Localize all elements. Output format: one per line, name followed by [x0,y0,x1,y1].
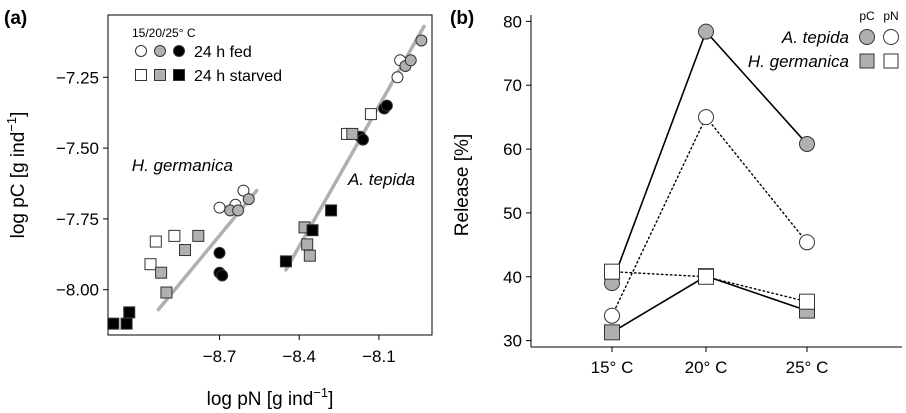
panel-a-x-ticks: −8.7 −8.4 −8.1 [203,335,396,366]
fed-20c-point [232,204,245,217]
panel-b-series-lines [611,30,808,334]
panel-b: (b) 30 40 50 60 70 80 15° C 20° C 25° C pC pN A… [450,8,902,377]
starved-25c-point [306,224,319,237]
legend-h-germanica-pc-marker [859,53,875,69]
fed-25c-point [356,133,369,146]
panel-a-annotations: H. germanica A. tepida [132,156,415,189]
legend-fed-marker [173,45,185,57]
panel-a-y-tick-label: −7.50 [56,139,99,158]
panel-a-x-tick-label: −8.1 [362,347,396,366]
legend-a-tepida-pn-marker [883,29,899,45]
starved-25c-point [107,317,120,330]
panel-b-y-tick-label: 80 [503,12,522,31]
species-annotation: H. germanica [132,156,233,175]
starved-20c-point [303,249,316,262]
fed-15c-point [213,201,226,214]
fed-15c-point [237,184,250,197]
panel-b-label: (b) [450,8,474,29]
panel-b-y-ticks: 30 40 50 60 70 80 [503,12,531,351]
panel-b-y-tick-label: 40 [503,268,522,287]
starved-25c-point [325,204,338,217]
panel-b-points [604,23,815,341]
starved-25c-point [120,317,133,330]
legend-starved-label: 24 h starved [194,68,282,85]
panel-a-x-axis-label: log pN [g ind−1] [207,385,334,410]
fed-25c-point [380,99,393,112]
panel-a-points [107,34,428,330]
series-point [799,234,815,251]
series-point [799,293,815,310]
legend-a-tepida-pc-marker [859,29,875,45]
legend-pc-label: pC [859,9,875,23]
panel-a-label: (a) [4,8,27,29]
series-point [604,307,620,324]
starved-20c-point [155,266,168,279]
legend-markers [135,45,185,81]
fed-20c-point [415,34,428,47]
fed-25c-point [213,246,226,259]
starved-15c-point [149,235,162,248]
panel-a: (a) −8.00 −7.75 −7.50 −7.25 −8.7 −8.4 −8.1 H.… [4,8,433,410]
legend-starved-marker [135,69,147,81]
legend-h-germanica-pn-marker [883,53,899,69]
panel-b-y-axis-label: Release [%] [452,134,473,236]
panel-a-y-axis-label: log pC [g ind−1] [4,112,29,239]
panel-b-x-ticks: 15° C 20° C 25° C [591,347,829,377]
panel-a-y-tick-label: −7.75 [56,210,99,229]
starved-25c-point [279,255,292,268]
starved-25c-point [123,306,136,319]
panel-a-x-tick-label: −8.4 [282,347,316,366]
panel-b-x-tick-label: 15° C [591,358,634,377]
panel-b-y-tick-label: 70 [503,76,522,95]
fed-20c-point [404,54,417,67]
panel-a-plot-area [107,14,433,336]
legend-temperature-header: 15/20/25° C [132,26,196,40]
panel-b-y-tick-label: 30 [503,332,522,351]
panel-b-x-tick-label: 25° C [786,358,829,377]
series-line [611,115,808,317]
starved-20c-point [192,229,205,242]
legend-fed-marker [154,45,166,57]
panel-b-x-tick-label: 20° C [685,358,728,377]
legend-a-tepida-label: A. tepida [781,28,849,47]
legend-pn-label: pN [883,9,898,23]
legend-starved-marker [173,69,185,81]
series-point [604,263,620,280]
series-point [698,109,714,126]
panel-a-x-tick-label: −8.7 [203,347,237,366]
species-annotation: A. tepida [347,170,415,189]
panel-a-y-ticks: −8.00 −7.75 −7.50 −7.25 [56,68,108,300]
starved-20c-point [160,286,173,299]
series-point [604,324,620,341]
starved-15c-point [144,258,157,271]
starved-15c-point [364,108,377,121]
starved-20c-point [179,244,192,257]
legend-fed-marker [135,45,147,57]
fed-25c-point [216,269,229,282]
fed-15c-point [391,71,404,84]
fed-20c-point [242,193,255,206]
panel-a-legend: 15/20/25° C 24 h fed 24 h starved [132,26,282,85]
panel-b-y-tick-label: 60 [503,140,522,159]
legend-fed-label: 24 h fed [194,44,252,61]
series-point [799,135,815,152]
legend-starved-marker [154,69,166,81]
series-point [698,268,714,285]
panel-b-y-tick-label: 50 [503,204,522,223]
panel-b-legend: pC pN A. tepida H. germanica [748,9,899,71]
legend-h-germanica-label: H. germanica [748,52,849,71]
starved-20c-point [301,238,314,251]
legend-series-markers [859,29,899,69]
starved-15c-point [168,229,181,242]
panel-a-y-tick-label: −8.00 [56,281,99,300]
panel-a-y-tick-label: −7.25 [56,68,99,87]
series-point [698,23,714,40]
starved-20c-point [346,127,359,140]
